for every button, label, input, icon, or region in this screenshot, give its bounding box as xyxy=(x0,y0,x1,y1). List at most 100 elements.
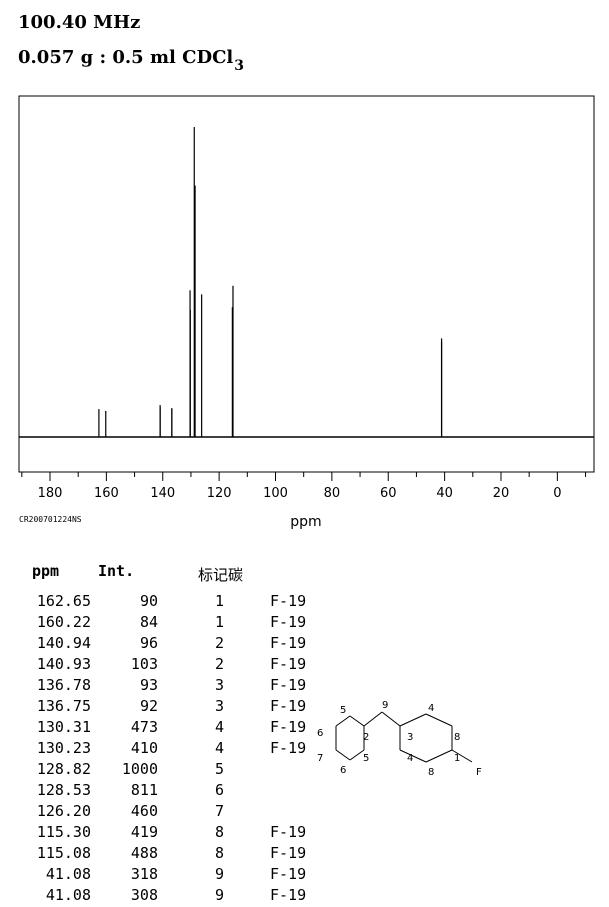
cell-ppm: 128.53 xyxy=(36,781,91,799)
atom-label: 7 xyxy=(317,753,323,764)
cell-ppm: 136.78 xyxy=(36,676,91,694)
cell-label: 8 xyxy=(215,844,225,862)
table-row: 128.53 811 6 xyxy=(0,781,340,802)
cell-ppm: 162.65 xyxy=(36,592,91,610)
cell-note: F-19 xyxy=(270,844,307,862)
cell-ppm: 160.22 xyxy=(36,613,91,631)
tick-label-20: 20 xyxy=(493,486,510,501)
cell-int: 92 xyxy=(139,697,158,715)
atom-label: 8 xyxy=(428,767,434,778)
cell-int: 473 xyxy=(130,718,158,736)
cell-int: 96 xyxy=(139,634,158,652)
table-row: 126.20 460 7 xyxy=(0,802,340,823)
table-row: 41.08 318 9 F-19 xyxy=(0,865,340,886)
tick-label-160: 160 xyxy=(94,486,119,501)
col-header-ppm: ppm xyxy=(32,562,60,580)
cell-label: 2 xyxy=(215,655,225,673)
cell-label: 2 xyxy=(215,634,225,652)
tick-label-180: 180 xyxy=(38,486,63,501)
cell-note: F-19 xyxy=(270,823,307,841)
cell-int: 308 xyxy=(130,886,158,904)
table-row: 140.93 103 2 F-19 xyxy=(0,655,340,676)
atom-label: 6 xyxy=(340,765,346,776)
tick-label-100: 100 xyxy=(263,486,288,501)
cell-ppm: 130.31 xyxy=(36,718,91,736)
atom-label: 1 xyxy=(454,753,460,764)
cell-label: 3 xyxy=(215,697,225,715)
col-header-int: Int. xyxy=(98,562,135,580)
cell-ppm: 41.08 xyxy=(45,865,91,883)
cell-ppm: 126.20 xyxy=(36,802,91,820)
cell-label: 3 xyxy=(215,676,225,694)
cell-int: 410 xyxy=(130,739,158,757)
atom-label: 3 xyxy=(407,732,413,743)
cell-note: F-19 xyxy=(270,739,307,757)
tick-label-120: 120 xyxy=(207,486,232,501)
cell-ppm: 115.30 xyxy=(36,823,91,841)
table-row: 136.75 92 3 F-19 xyxy=(0,697,340,718)
cell-label: 7 xyxy=(215,802,225,820)
x-axis: 180 160 140 120 100 80 60 40 20 0 xyxy=(21,472,587,501)
cell-ppm: 130.23 xyxy=(36,739,91,757)
cell-note: F-19 xyxy=(270,886,307,904)
cell-note: F-19 xyxy=(270,676,307,694)
cell-note: F-19 xyxy=(270,718,307,736)
atom-label: 2 xyxy=(363,732,369,743)
atom-label: 5 xyxy=(363,753,369,764)
cell-note: F-19 xyxy=(270,697,307,715)
cell-int: 419 xyxy=(130,823,158,841)
tick-label-80: 80 xyxy=(324,486,341,501)
atom-label: 4 xyxy=(428,703,434,714)
cell-int: 811 xyxy=(130,781,158,799)
cell-int: 93 xyxy=(139,676,158,694)
table-row: 160.22 84 1 F-19 xyxy=(0,613,340,634)
atom-label: 6 xyxy=(317,728,323,739)
cell-note: F-19 xyxy=(270,592,307,610)
cell-note: F-19 xyxy=(270,865,307,883)
sample-text: 0.057 g : 0.5 ml CDCl xyxy=(18,47,234,68)
sample-subscript: 3 xyxy=(234,58,244,74)
tick-label-140: 140 xyxy=(150,486,175,501)
col-header-carbon: 标记碳 xyxy=(198,566,244,584)
molecule-structure: 5 9 4 6 2 3 8 7 5 4 1 F 6 8 xyxy=(317,700,482,778)
cell-label: 1 xyxy=(215,592,225,610)
cell-ppm: 115.08 xyxy=(36,844,91,862)
table-row: 41.08 308 9 F-19 xyxy=(0,886,340,907)
cell-ppm: 140.94 xyxy=(36,634,91,652)
table-row: 130.23 410 4 F-19 xyxy=(0,739,340,760)
atom-label: F xyxy=(476,767,482,778)
frequency-label: 100.40 MHz xyxy=(18,12,141,33)
x-axis-label: ppm xyxy=(290,514,321,530)
cell-ppm: 136.75 xyxy=(36,697,91,715)
cell-int: 460 xyxy=(130,802,158,820)
atom-label: 4 xyxy=(407,753,413,764)
cell-ppm: 140.93 xyxy=(36,655,91,673)
cell-note: F-19 xyxy=(270,613,307,631)
cell-label: 6 xyxy=(215,781,225,799)
cell-int: 318 xyxy=(130,865,158,883)
atom-label: 5 xyxy=(340,705,346,716)
table-row: 136.78 93 3 F-19 xyxy=(0,676,340,697)
cell-int: 1000 xyxy=(121,760,158,778)
table-row: 140.94 96 2 F-19 xyxy=(0,634,340,655)
tick-label-40: 40 xyxy=(436,486,453,501)
table-row: 128.82 1000 5 xyxy=(0,760,340,781)
cell-label: 8 xyxy=(215,823,225,841)
atom-label: 9 xyxy=(382,700,388,711)
cell-int: 488 xyxy=(130,844,158,862)
atom-label: 8 xyxy=(454,732,460,743)
cell-label: 9 xyxy=(215,865,225,883)
spectrum-chart: 180 160 140 120 100 80 60 40 20 0 ppm xyxy=(18,95,595,530)
peaks-group xyxy=(98,127,443,437)
cell-note: F-19 xyxy=(270,634,307,652)
cell-label: 4 xyxy=(215,718,225,736)
cell-label: 5 xyxy=(215,760,225,778)
table-row: 115.30 419 8 F-19 xyxy=(0,823,340,844)
tick-label-60: 60 xyxy=(380,486,397,501)
cell-label: 9 xyxy=(215,886,225,904)
cell-int: 103 xyxy=(130,655,158,673)
spectrum-code: CR200701224NS xyxy=(19,515,82,524)
cell-label: 1 xyxy=(215,613,225,631)
table-row: 130.31 473 4 F-19 xyxy=(0,718,340,739)
cell-note: F-19 xyxy=(270,655,307,673)
